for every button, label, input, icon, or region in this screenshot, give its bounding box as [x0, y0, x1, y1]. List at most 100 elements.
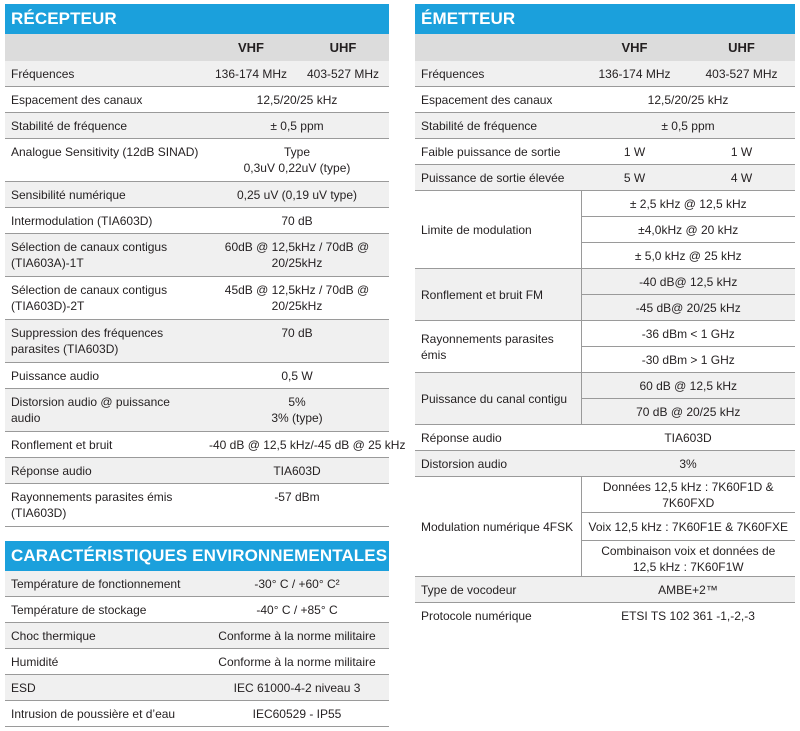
row-label: Sensibilité numérique: [5, 181, 205, 208]
table-row: Sélection de canaux contigus (TIA603A)-1…: [5, 233, 389, 277]
table-row: Intrusion de poussière et d’eau IEC60529…: [5, 700, 389, 727]
row-value: IEC60529 - IP55: [205, 700, 389, 727]
table-row: Limite de modulation ± 2,5 kHz @ 12,5 kH…: [415, 190, 795, 269]
table-row: Protocole numérique ETSI TS 102 361 -1,-…: [415, 603, 795, 629]
table-row: Type de vocodeur AMBE+2™: [415, 576, 795, 603]
table-row: -45 dB@ 20/25 kHz: [415, 294, 795, 321]
row-label: Sélection de canaux contigus (TIA603A)-1…: [5, 233, 205, 277]
row-value: 60 dB @ 12,5 kHz: [580, 372, 795, 399]
environment-title: CARACTÉRISTIQUES ENVIRONNEMENTALES: [11, 546, 388, 565]
row-label: Température de fonctionnement: [5, 571, 205, 597]
table-row: Analogue Sensitivity (12dB SINAD) Type 0…: [5, 138, 389, 182]
row-label: Fréquences: [415, 61, 581, 87]
row-value: TIA603D: [581, 424, 795, 451]
row-value-uhf: 4 W: [688, 164, 795, 191]
table-row: Sélection de canaux contigus (TIA603D)-2…: [5, 276, 389, 320]
table-row: Distorsion audio 3%: [415, 450, 795, 477]
row-value: 0,25 uV (0,19 uV type): [205, 181, 389, 208]
row-value: -36 dBm < 1 GHz: [580, 320, 795, 347]
row-value: -30 dBm > 1 GHz: [580, 346, 795, 373]
table-row: Espacement des canaux 12,5/20/25 kHz: [415, 86, 795, 113]
receiver-header: RÉCEPTEUR: [5, 4, 389, 34]
row-value: ± 2,5 kHz @ 12,5 kHz: [580, 190, 795, 217]
row-value: Voix 12,5 kHz : 7K60F1E & 7K60FXE: [580, 512, 795, 541]
transmitter-table: VHF UHF Fréquences 136-174 MHz 403-527 M…: [415, 34, 795, 628]
row-label: Modulation numérique 4FSK: [415, 476, 581, 577]
table-row: Puissance du canal contigu 60 dB @ 12,5 …: [415, 372, 795, 425]
row-label: Rayonnements parasites émis: [415, 320, 581, 373]
row-value: 70 dB: [205, 207, 389, 234]
row-value: -57 dBm: [205, 483, 389, 527]
row-label: Analogue Sensitivity (12dB SINAD): [5, 138, 205, 182]
table-row: Puissance audio 0,5 W: [5, 362, 389, 389]
environment-header: CARACTÉRISTIQUES ENVIRONNEMENTALES: [5, 541, 389, 571]
row-label: Ronflement et bruit FM: [415, 268, 581, 321]
table-row: Fréquences 136-174 MHz 403-527 MHz: [5, 61, 389, 87]
row-value: AMBE+2™: [581, 576, 795, 603]
row-value: 60dB @ 12,5kHz / 70dB @ 20/25kHz: [205, 233, 389, 277]
row-value-uhf: 403-527 MHz: [688, 61, 795, 87]
row-value: 0,5 W: [205, 362, 389, 389]
row-label: Distorsion audio @ puissance audio: [5, 388, 205, 432]
row-label: Intermodulation (TIA603D): [5, 207, 205, 234]
transmitter-column-header: VHF UHF: [415, 34, 795, 61]
row-value: -40 dB @ 12,5 kHz/-45 dB @ 25 kHz: [205, 431, 405, 458]
transmitter-title: ÉMETTEUR: [421, 9, 516, 28]
row-label: Puissance audio: [5, 362, 205, 389]
table-row: Rayonnements parasites émis -36 dBm < 1 …: [415, 320, 795, 373]
col-vhf: VHF: [581, 34, 688, 61]
table-row: Stabilité de fréquence ± 0,5 ppm: [5, 112, 389, 139]
row-label: Protocole numérique: [421, 608, 532, 623]
row-value: -45 dB@ 20/25 kHz: [580, 294, 795, 321]
table-row: Température de fonctionnement -30° C / +…: [5, 571, 389, 597]
col-vhf: VHF: [205, 34, 297, 61]
row-label: Réponse audio: [5, 457, 205, 484]
table-row: Distorsion audio @ puissance audio 5% 3%…: [5, 388, 389, 432]
row-label: ESD: [5, 674, 205, 701]
row-value: 70 dB: [205, 319, 389, 363]
row-label: Suppression des fréquences parasites (TI…: [5, 319, 205, 363]
row-label: Stabilité de fréquence: [5, 112, 205, 139]
row-value: ±4,0kHz @ 20 kHz: [580, 216, 795, 243]
row-value-vhf: 1 W: [581, 138, 688, 165]
row-value-uhf: 403-527 MHz: [297, 61, 389, 87]
row-value: 5% 3% (type): [205, 388, 389, 432]
table-row: Voix 12,5 kHz : 7K60F1E & 7K60FXE: [415, 512, 795, 541]
row-value: Données 12,5 kHz : 7K60F1D & 7K60FXD: [580, 476, 795, 513]
table-row: Ronflement et bruit -40 dB @ 12,5 kHz/-4…: [5, 431, 405, 458]
row-value: -40 dB@ 12,5 kHz: [580, 268, 795, 295]
row-label: Fréquences: [5, 61, 205, 87]
right-column: ÉMETTEUR VHF UHF Fréquences 136-174 MHz …: [415, 4, 795, 628]
row-label: Sélection de canaux contigus (TIA603D)-2…: [5, 276, 205, 320]
row-label: Faible puissance de sortie: [415, 138, 581, 165]
row-value: IEC 61000-4-2 niveau 3: [205, 674, 389, 701]
row-label: Espacement des canaux: [415, 86, 581, 113]
row-label: Distorsion audio: [415, 450, 581, 477]
row-value: 12,5/20/25 kHz: [205, 86, 389, 113]
row-value: TIA603D: [205, 457, 389, 484]
row-label: Puissance de sortie élevée: [415, 164, 581, 191]
row-label: Limite de modulation: [415, 190, 581, 269]
row-value: Conforme à la norme militaire: [205, 622, 389, 649]
row-label: Ronflement et bruit: [5, 431, 205, 458]
row-label: Intrusion de poussière et d’eau: [5, 700, 205, 727]
table-row: ESD IEC 61000-4-2 niveau 3: [5, 674, 389, 701]
table-row: Faible puissance de sortie 1 W 1 W: [415, 138, 795, 165]
row-label: Rayonnements parasites émis (TIA603D): [5, 483, 205, 527]
table-row: Fréquences 136-174 MHz 403-527 MHz: [415, 61, 795, 87]
row-value: ± 0,5 ppm: [581, 112, 795, 139]
receiver-table: VHF UHF Fréquences 136-174 MHz 403-527 M…: [5, 34, 405, 527]
row-value: ETSI TS 102 361 -1,-2,-3: [621, 608, 755, 623]
table-row: Choc thermique Conforme à la norme milit…: [5, 622, 389, 649]
row-label: Réponse audio: [415, 424, 581, 451]
left-column: RÉCEPTEUR VHF UHF Fréquences 136-174 MHz…: [5, 4, 405, 727]
row-label: Stabilité de fréquence: [415, 112, 581, 139]
table-row: ±4,0kHz @ 20 kHz: [415, 216, 795, 243]
table-row: Modulation numérique 4FSK Données 12,5 k…: [415, 476, 795, 577]
row-value-vhf: 136-174 MHz: [581, 61, 688, 87]
transmitter-header: ÉMETTEUR: [415, 4, 795, 34]
row-value: -30° C / +60° C²: [205, 571, 389, 597]
row-value: 45dB @ 12,5kHz / 70dB @ 20/25kHz: [205, 276, 389, 320]
row-value: 70 dB @ 20/25 kHz: [580, 398, 795, 425]
table-row: ± 5,0 kHz @ 25 kHz: [415, 242, 795, 269]
